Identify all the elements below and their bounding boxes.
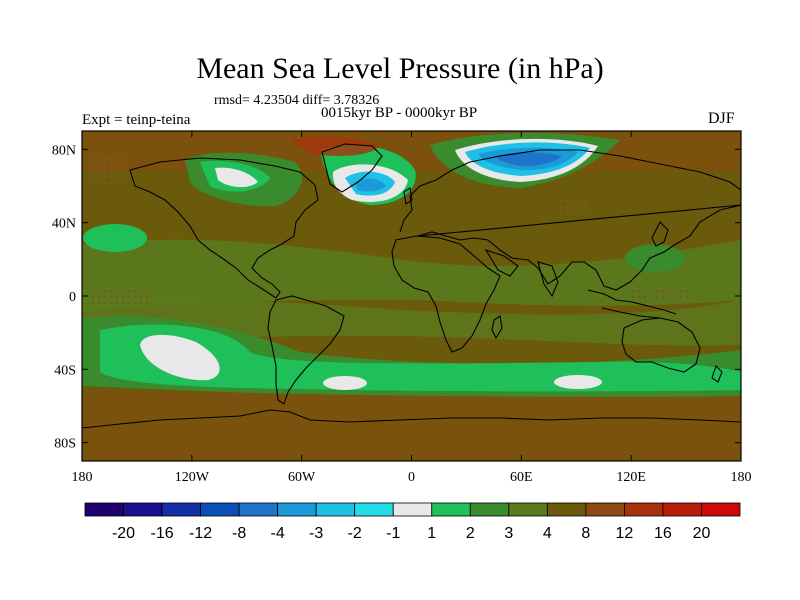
colorbar-swatch: [238, 502, 279, 517]
x-tick-label: 180: [72, 470, 93, 485]
colorbar-swatch: [546, 502, 587, 517]
colorbar-swatch: [84, 502, 124, 517]
x-tick-label: 180: [731, 470, 752, 485]
colorbar-label: 16: [654, 525, 672, 542]
colorbar-label: -8: [232, 525, 246, 542]
x-tick-label: 60E: [510, 470, 533, 485]
colorbar-label: 4: [543, 525, 552, 542]
colorbar-label: -2: [348, 525, 362, 542]
y-tick-label: 40N: [52, 217, 76, 232]
colorbar-label: -16: [150, 525, 173, 542]
x-axis: 180 120W 60W 0 60E 120E 180: [72, 131, 752, 485]
y-tick-label: 40S: [54, 363, 76, 378]
colorbar-label: -12: [189, 525, 212, 542]
colorbar-label: -3: [309, 525, 323, 542]
stats-text: rmsd= 4.23504 diff= 3.78326: [214, 93, 380, 108]
colorbar-label: 12: [616, 525, 634, 542]
y-axis: 80N 40N 0 40S 80S: [52, 143, 741, 452]
colorbar-swatch: [277, 502, 317, 517]
y-tick-label: 80N: [52, 143, 76, 158]
map-field: [82, 131, 741, 461]
x-tick-label: 60W: [288, 470, 316, 485]
colorbar-swatch: [123, 502, 163, 517]
colorbar-swatch: [200, 502, 240, 517]
season-label: DJF: [708, 110, 735, 127]
colorbar-label: 1: [427, 525, 436, 542]
colorbar-label: -1: [386, 525, 400, 542]
colorbar-swatch: [585, 502, 625, 517]
colorbar-label: -4: [271, 525, 285, 542]
x-tick-label: 0: [408, 470, 415, 485]
colorbar-swatch: [662, 502, 702, 517]
chart-title: Mean Sea Level Pressure (in hPa): [196, 52, 604, 85]
period-label: 0015kyr BP - 0000kyr BP: [321, 105, 478, 121]
colorbar-swatch: [354, 502, 394, 517]
colorbar-swatch: [624, 502, 664, 517]
colorbar-label: -20: [112, 525, 135, 542]
experiment-label: Expt = teinp-teina: [82, 112, 191, 128]
colorbar: -20 -16 -12 -8 -4 -3 -2 -1 1 2 3 4 8 12 16 20: [84, 502, 741, 542]
y-tick-label: 0: [69, 290, 76, 305]
x-tick-label: 120E: [616, 470, 646, 485]
coastlines: [82, 143, 741, 429]
colorbar-swatch: [431, 502, 471, 517]
colorbar-swatch: [469, 502, 510, 517]
colorbar-label: 3: [504, 525, 513, 542]
colorbar-label: 20: [693, 525, 711, 542]
colorbar-label: 8: [581, 525, 590, 542]
colorbar-swatch: [701, 502, 741, 517]
y-tick-label: 80S: [54, 437, 76, 452]
x-tick-label: 120W: [175, 470, 210, 485]
colorbar-swatch: [392, 502, 433, 517]
colorbar-label: 2: [466, 525, 475, 542]
colorbar-swatch: [315, 502, 356, 517]
colorbar-swatch: [161, 502, 201, 517]
colorbar-swatch: [508, 502, 548, 517]
